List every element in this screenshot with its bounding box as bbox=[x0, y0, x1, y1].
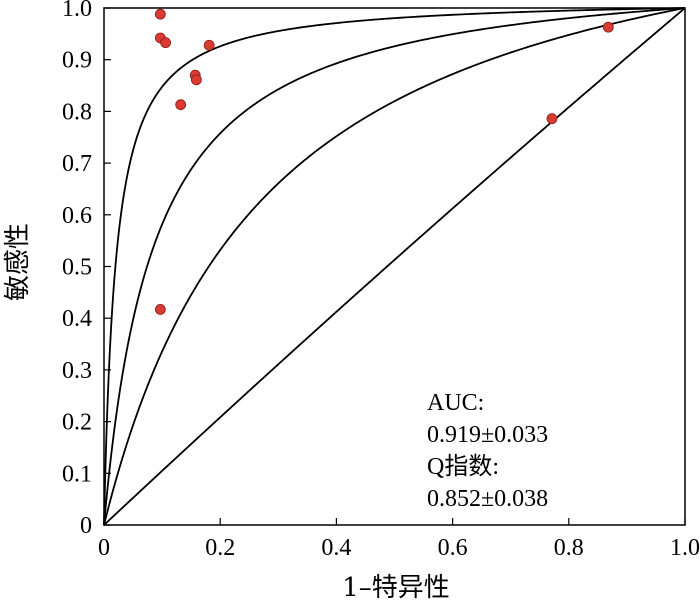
q-label: Q指数: bbox=[427, 453, 499, 480]
sroc-curve bbox=[103, 7, 686, 526]
y-tick-label: 1.0 bbox=[62, 0, 92, 22]
plot-frame bbox=[103, 7, 686, 526]
x-tick-label: 0.6 bbox=[438, 535, 468, 561]
auc-label: AUC: bbox=[427, 390, 484, 416]
x-tick-label: 0.4 bbox=[321, 535, 351, 561]
y-tick-label: 0.9 bbox=[62, 48, 92, 74]
y-tick-label: 0.8 bbox=[62, 99, 92, 125]
x-axis-title: 1–特异性 bbox=[342, 573, 450, 603]
auc-annotation: AUC: 0.919±0.033 Q指数: 0.852±0.038 bbox=[427, 390, 548, 512]
y-tick-label: 0.7 bbox=[62, 151, 92, 177]
y-tick-label: 0.2 bbox=[62, 410, 92, 436]
auc-value: 0.919±0.033 bbox=[427, 422, 548, 448]
sroc-curve bbox=[103, 7, 686, 526]
q-value: 0.852±0.038 bbox=[427, 486, 548, 512]
y-tick-label: 0.6 bbox=[62, 203, 92, 229]
study-point bbox=[160, 37, 171, 49]
y-tick-label: 0.1 bbox=[62, 461, 92, 487]
study-point bbox=[602, 21, 614, 33]
study-point bbox=[175, 99, 187, 111]
y-tick-label: 0.3 bbox=[62, 358, 92, 384]
y-tick-label: 0.5 bbox=[62, 255, 92, 281]
x-tick-label: 1.0 bbox=[670, 535, 700, 561]
study-point bbox=[190, 74, 202, 86]
points-layer bbox=[154, 8, 614, 315]
ticks-layer: 0 0.2 0.4 0.6 0.8 1.0 0 0.1 0.2 0.3 0.4 0.5 0.6 0.7 0.… bbox=[62, 0, 700, 561]
curves-layer bbox=[103, 7, 686, 526]
study-point bbox=[154, 8, 166, 20]
sroc-curve bbox=[103, 7, 686, 526]
study-point bbox=[154, 304, 166, 315]
y-tick-label: 0.4 bbox=[62, 306, 92, 332]
study-point bbox=[203, 39, 215, 51]
y-axis-title: 敏感性 bbox=[3, 223, 33, 301]
x-tick-label: 0.2 bbox=[205, 535, 235, 561]
y-tick-label: 0 bbox=[80, 513, 92, 539]
sroc-curve bbox=[103, 7, 686, 526]
study-point bbox=[546, 113, 558, 125]
x-tick-label: 0.8 bbox=[554, 535, 584, 561]
x-tick-label: 0 bbox=[98, 535, 110, 561]
